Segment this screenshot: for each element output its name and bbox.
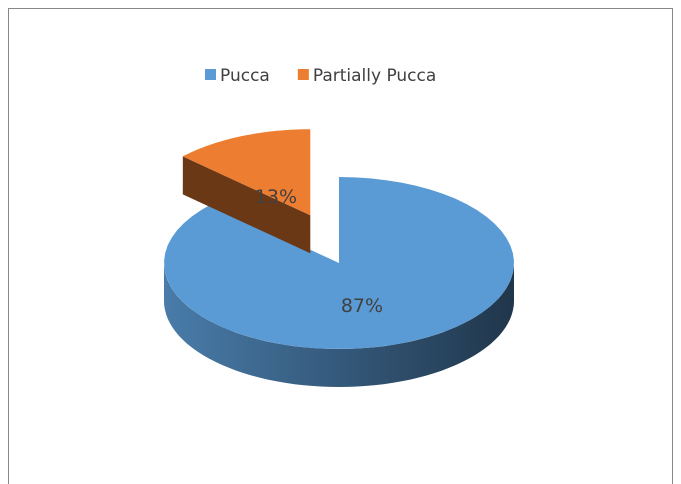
slice-side bbox=[164, 263, 514, 387]
legend-swatch bbox=[205, 69, 216, 80]
legend-label: Partially Pucca bbox=[313, 66, 436, 86]
legend-label: Pucca bbox=[220, 66, 270, 86]
data-label: 87% bbox=[341, 295, 383, 317]
slice-top bbox=[164, 177, 514, 349]
slice bbox=[164, 177, 514, 387]
chart-frame bbox=[8, 8, 673, 484]
slice-top bbox=[182, 129, 311, 216]
legend-swatch bbox=[297, 69, 309, 80]
slice bbox=[182, 129, 311, 254]
data-label: 13% bbox=[255, 186, 297, 208]
slice-cut-face bbox=[182, 156, 311, 254]
